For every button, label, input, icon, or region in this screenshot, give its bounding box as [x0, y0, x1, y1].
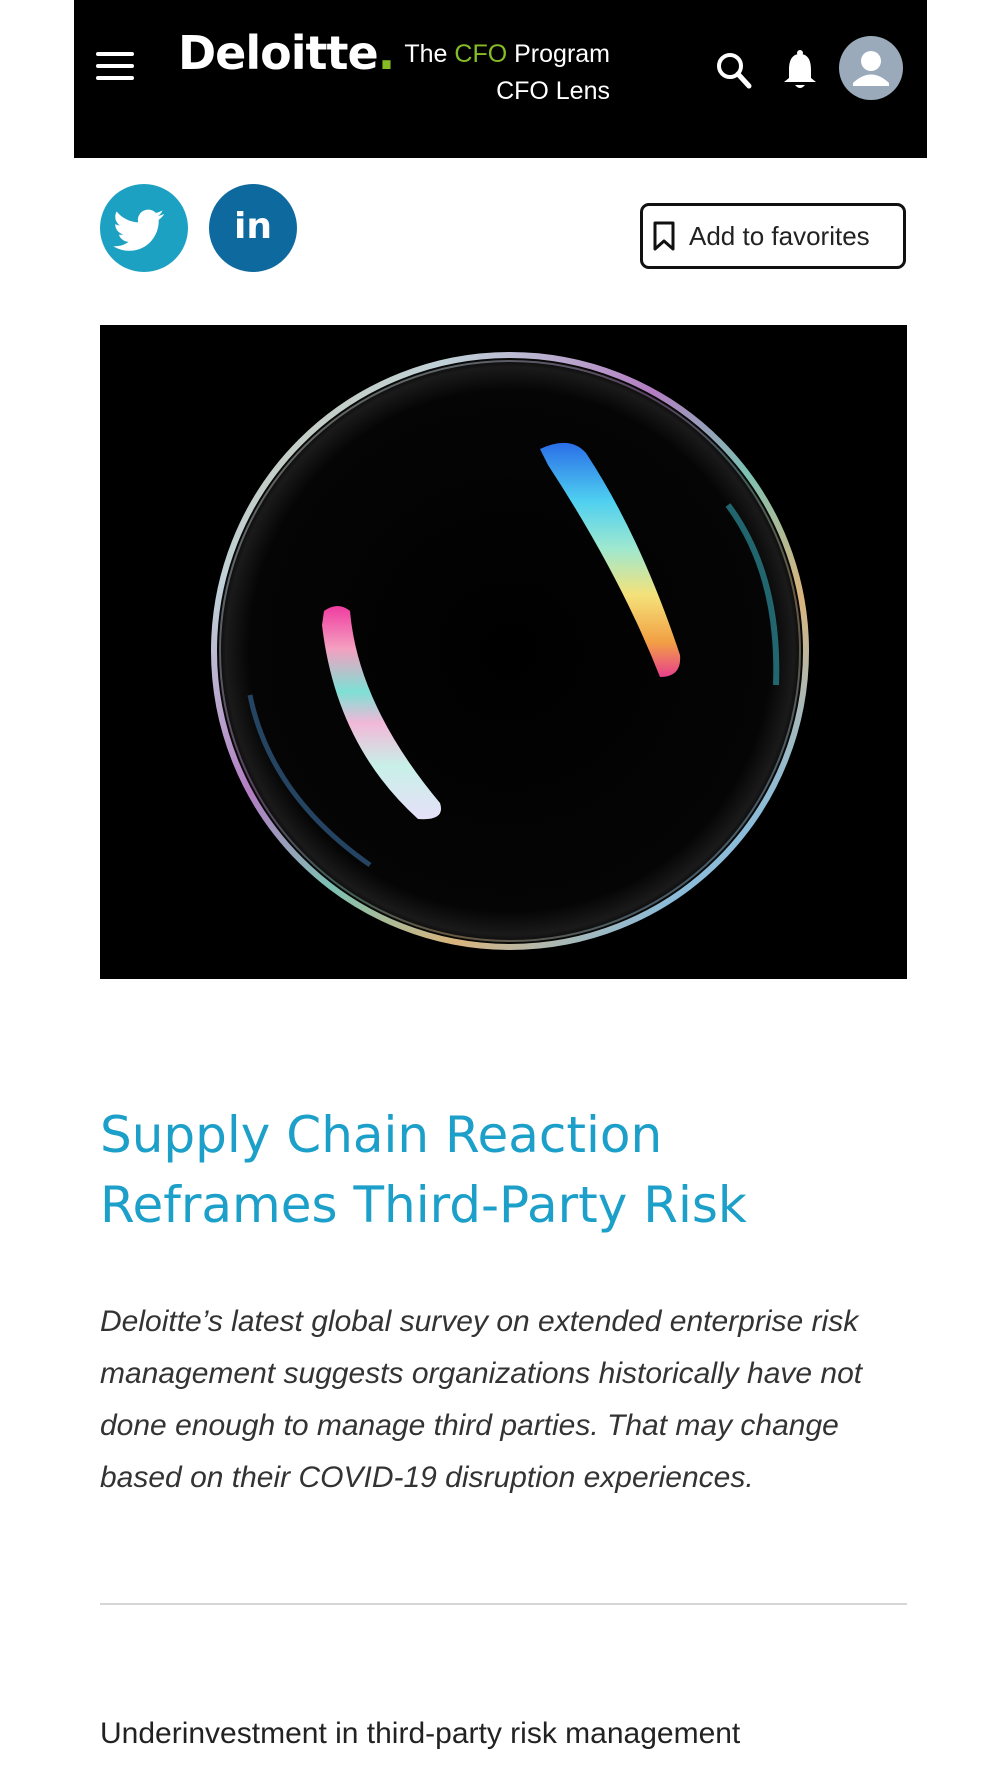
- article-lede: Deloitte’s latest global survey on exten…: [100, 1305, 863, 1494]
- linkedin-icon: in: [234, 206, 272, 247]
- add-to-favorites-button[interactable]: Add to favorites: [640, 203, 906, 269]
- hero-image: [100, 325, 907, 979]
- bookmark-icon: [653, 221, 675, 251]
- program-prefix: The: [404, 40, 455, 68]
- deloitte-logo[interactable]: Deloitte.: [178, 30, 395, 76]
- user-avatar-icon[interactable]: [839, 36, 903, 100]
- twitter-share-button[interactable]: [100, 184, 188, 272]
- logo-text: Deloitte: [178, 26, 379, 80]
- linkedin-share-button[interactable]: in: [209, 184, 297, 272]
- bell-icon[interactable]: [780, 48, 820, 92]
- site-header: Deloitte. The CFO Program CFO Lens: [74, 0, 927, 158]
- favorites-label: Add to favorites: [689, 220, 870, 251]
- program-cfo: CFO: [454, 40, 508, 68]
- article-title: Supply Chain Reaction Reframes Third-Par…: [100, 1106, 747, 1234]
- article-body: Underinvestment in third-party risk mana…: [100, 1717, 741, 1750]
- menu-icon[interactable]: [96, 52, 134, 82]
- search-icon[interactable]: [714, 48, 754, 92]
- program-line: The CFO Program: [392, 36, 610, 73]
- program-suffix: Program: [507, 40, 610, 68]
- divider: [100, 1603, 907, 1605]
- twitter-icon: [113, 209, 164, 251]
- program-title[interactable]: The CFO Program CFO Lens: [392, 36, 610, 110]
- logo-dot: .: [377, 26, 396, 80]
- program-subtitle: CFO Lens: [496, 77, 610, 105]
